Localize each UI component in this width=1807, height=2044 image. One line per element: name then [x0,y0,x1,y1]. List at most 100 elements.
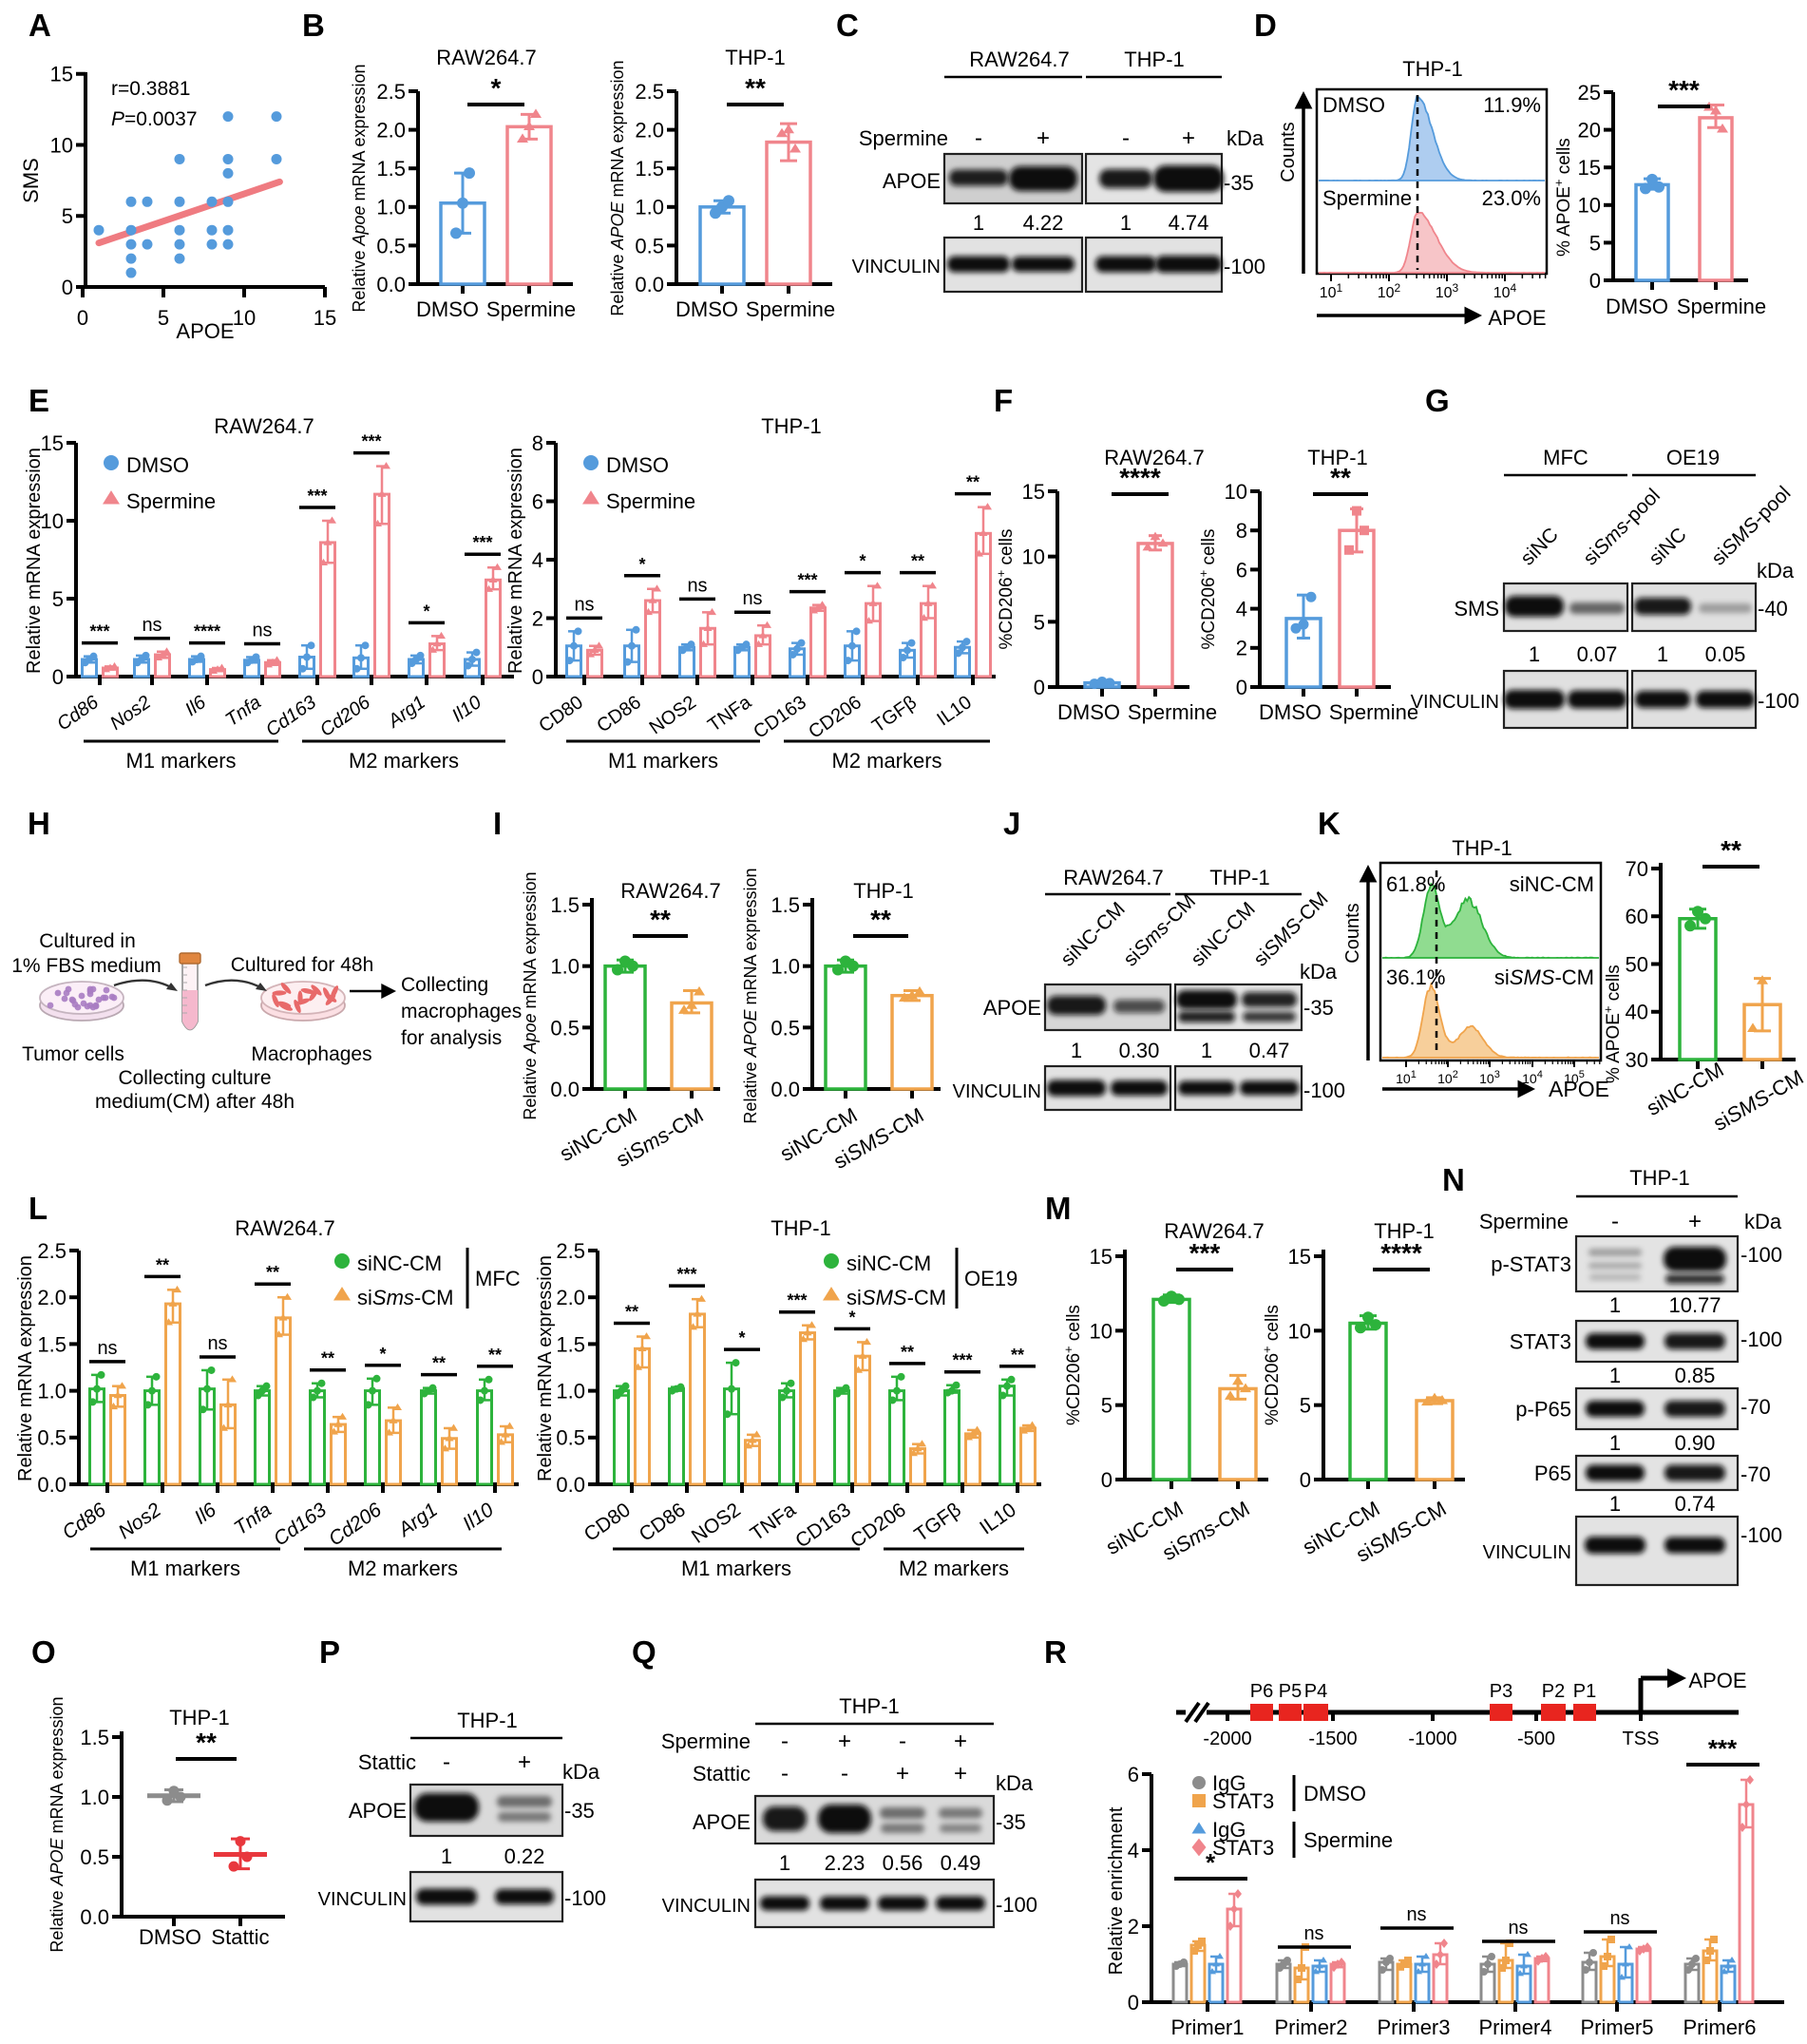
svg-text:THP-1: THP-1 [1452,836,1512,860]
svg-text:ns: ns [1406,1904,1426,1925]
svg-text:1: 1 [1071,1039,1082,1062]
svg-text:-100: -100 [1740,1243,1782,1267]
svg-text:2.0: 2.0 [556,1286,585,1309]
svg-text:0.5: 0.5 [80,1845,109,1869]
svg-text:-100: -100 [1740,1328,1782,1351]
svg-text:-40: -40 [1758,597,1788,621]
svg-text:L: L [29,1191,48,1226]
svg-text:siNC-CM: siNC-CM [846,1251,931,1275]
svg-text:1: 1 [1609,1293,1621,1317]
svg-text:**: ** [966,473,980,492]
svg-text:siSMS-CM: siSMS-CM [1494,965,1594,989]
svg-text:DMSO: DMSO [126,453,189,477]
svg-text:+: + [896,1761,909,1786]
svg-text:% APOE+ cells: % APOE+ cells [1601,965,1624,1083]
svg-text:THP-1: THP-1 [1629,1166,1690,1190]
svg-text:***: *** [1708,1734,1738,1763]
svg-text:-100: -100 [996,1893,1037,1917]
svg-text:***: *** [472,533,492,552]
svg-text:1.0: 1.0 [635,196,664,220]
svg-text:-: - [443,1749,450,1775]
svg-text:r=0.3881: r=0.3881 [111,78,191,100]
svg-text:Spermine: Spermine [1329,700,1418,724]
svg-text:OE19: OE19 [964,1267,1018,1290]
svg-text:-35: -35 [996,1810,1026,1834]
svg-text:RAW264.7: RAW264.7 [620,879,721,903]
svg-text:15: 15 [1090,1245,1113,1269]
svg-text:4: 4 [532,548,543,572]
svg-text:5: 5 [158,306,169,330]
svg-text:2.23: 2.23 [825,1851,865,1875]
svg-text:0.0: 0.0 [80,1905,109,1929]
svg-text:medium(CM) after 48h: medium(CM) after 48h [95,1091,295,1113]
svg-text:-35: -35 [1303,996,1334,1020]
svg-text:10: 10 [1022,545,1045,569]
svg-text:THP-1: THP-1 [1402,57,1463,81]
svg-text:5: 5 [1300,1394,1311,1418]
svg-text:-: - [1122,125,1130,151]
svg-text:1.0: 1.0 [80,1786,109,1809]
svg-text:**: ** [321,1349,334,1368]
svg-text:1: 1 [1657,642,1668,666]
svg-text:IgG: IgG [1212,1771,1246,1795]
svg-text:-35: -35 [564,1799,595,1823]
svg-text:Cultured for 48h: Cultured for 48h [231,954,374,976]
svg-text:Stattic: Stattic [211,1925,269,1949]
svg-text:***: *** [1189,1238,1221,1268]
svg-text:1: 1 [1529,642,1540,666]
svg-text:2: 2 [1128,1915,1139,1939]
svg-text:Spermine: Spermine [126,489,216,513]
svg-text:%CD206+ cells: %CD206+ cells [1196,529,1219,650]
svg-text:RAW264.7: RAW264.7 [436,46,537,69]
svg-text:RAW264.7: RAW264.7 [214,414,314,438]
svg-text:ns: ns [1508,1918,1528,1939]
svg-text:RAW264.7: RAW264.7 [1164,1219,1265,1243]
svg-text:4: 4 [1128,1839,1139,1863]
svg-text:***: *** [797,571,817,590]
svg-text:Primer3: Primer3 [1377,2015,1450,2039]
svg-text:siSms-CM: siSms-CM [357,1286,453,1309]
svg-text:1: 1 [779,1851,790,1875]
svg-text:Spermine: Spermine [1322,186,1412,210]
svg-text:THP-1: THP-1 [1124,48,1185,71]
svg-text:APOE: APOE [1488,306,1546,330]
svg-text:15: 15 [1578,156,1601,180]
svg-text:+: + [1688,1209,1702,1234]
svg-text:APOE: APOE [1549,1077,1609,1101]
svg-text:5: 5 [62,204,73,228]
svg-text:TSS: TSS [1623,1729,1660,1749]
svg-text:15: 15 [50,63,73,86]
svg-text:-: - [781,1761,789,1786]
svg-text:APOE: APOE [176,319,234,343]
svg-text:0: 0 [1101,1468,1113,1492]
svg-text:10: 10 [233,306,256,330]
svg-text:ns: ns [97,1338,117,1359]
svg-text:-2000: -2000 [1203,1729,1251,1749]
svg-text:kDa: kDa [996,1771,1034,1795]
svg-text:2.5: 2.5 [37,1239,67,1263]
svg-text:0.47: 0.47 [1249,1039,1290,1062]
svg-text:O: O [31,1634,56,1670]
svg-text:2.0: 2.0 [37,1286,67,1309]
svg-text:***: *** [1668,75,1700,105]
svg-text:-70: -70 [1740,1395,1771,1419]
svg-text:**: ** [625,1303,638,1322]
svg-text:2.0: 2.0 [376,119,406,143]
svg-text:M: M [1045,1191,1072,1226]
svg-text:0.5: 0.5 [37,1426,67,1450]
svg-text:**: ** [870,905,891,934]
svg-text:2.5: 2.5 [635,80,664,104]
svg-text:+: + [1037,125,1050,151]
svg-text:0.0: 0.0 [376,273,406,296]
svg-text:50: 50 [1626,952,1648,976]
svg-text:VINCULIN: VINCULIN [662,1896,751,1917]
svg-text:Relative mRNA expression: Relative mRNA expression [15,1255,36,1481]
svg-text:0.90: 0.90 [1675,1431,1716,1455]
svg-text:8: 8 [532,431,543,455]
svg-text:M2 markers: M2 markers [899,1557,1009,1580]
svg-text:1: 1 [1609,1364,1621,1387]
svg-text:-: - [975,125,982,151]
svg-text:-100: -100 [1758,689,1799,713]
svg-text:10: 10 [1578,194,1601,218]
svg-text:M1 markers: M1 markers [681,1557,791,1580]
